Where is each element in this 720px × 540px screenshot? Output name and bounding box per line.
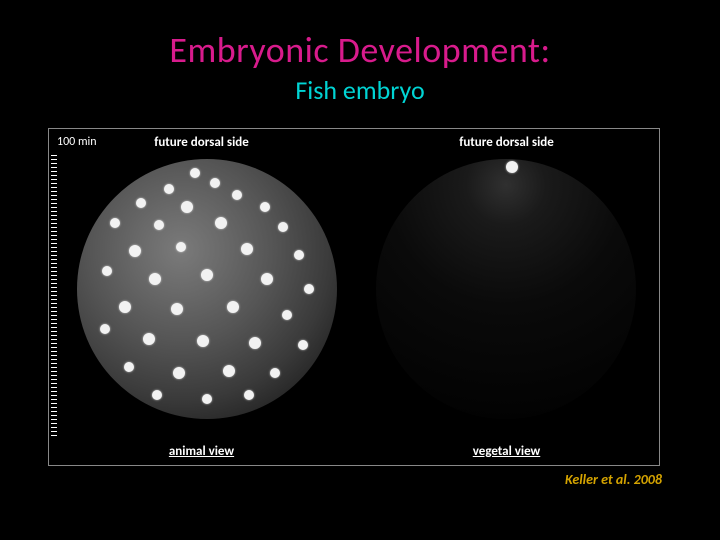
cell-nucleus bbox=[304, 284, 314, 294]
cell-nucleus bbox=[506, 161, 518, 173]
cell-nucleus bbox=[136, 198, 146, 208]
cell-nucleus bbox=[110, 218, 120, 228]
cell-nucleus bbox=[232, 190, 242, 200]
cell-nucleus bbox=[171, 303, 183, 315]
cell-nucleus bbox=[223, 365, 235, 377]
right-top-label: future dorsal side bbox=[354, 135, 659, 150]
cell-nucleus bbox=[294, 250, 304, 260]
cell-nucleus bbox=[129, 245, 141, 257]
cell-nucleus bbox=[241, 243, 253, 255]
slide-root: Embryonic Development: Fish embryo 100 m… bbox=[0, 0, 720, 540]
left-bottom-label: animal view bbox=[49, 444, 354, 459]
cell-nucleus bbox=[164, 184, 174, 194]
cell-nucleus bbox=[210, 178, 220, 188]
cell-nucleus bbox=[244, 390, 254, 400]
cell-nucleus bbox=[181, 201, 193, 213]
panel-right: future dorsal side vegetal view bbox=[354, 129, 659, 465]
cell-nucleus bbox=[298, 340, 308, 350]
cell-nucleus bbox=[176, 242, 186, 252]
slide-title: Embryonic Development: bbox=[0, 28, 720, 72]
cell-nucleus bbox=[282, 310, 292, 320]
cell-nucleus bbox=[173, 367, 185, 379]
cell-nucleus bbox=[215, 217, 227, 229]
left-top-label: future dorsal side bbox=[49, 135, 354, 150]
cell-nucleus bbox=[100, 324, 110, 334]
cell-nucleus bbox=[202, 394, 212, 404]
right-bottom-label: vegetal view bbox=[354, 444, 659, 459]
cell-nucleus bbox=[124, 362, 134, 372]
cell-nucleus bbox=[249, 337, 261, 349]
cell-nucleus bbox=[278, 222, 288, 232]
cell-nucleus bbox=[102, 266, 112, 276]
panel-left: future dorsal side animal view bbox=[49, 129, 354, 465]
cell-nucleus bbox=[152, 390, 162, 400]
cell-nucleus bbox=[201, 269, 213, 281]
cell-nucleus bbox=[190, 168, 200, 178]
cell-nucleus bbox=[197, 335, 209, 347]
citation-text: Keller et al. 2008 bbox=[565, 471, 662, 488]
title-area: Embryonic Development: Fish embryo bbox=[0, 0, 720, 106]
cell-nucleus bbox=[154, 220, 164, 230]
cell-nucleus bbox=[270, 368, 280, 378]
figure-container: 100 min future dorsal side animal view f… bbox=[48, 128, 660, 466]
slide-subtitle: Fish embryo bbox=[0, 74, 720, 106]
cell-nucleus bbox=[261, 273, 273, 285]
embryo-animal-view bbox=[77, 159, 337, 419]
cell-nucleus bbox=[149, 273, 161, 285]
embryo-vegetal-view bbox=[376, 159, 636, 419]
cell-nucleus bbox=[143, 333, 155, 345]
cell-nucleus bbox=[227, 301, 239, 313]
cell-nucleus bbox=[260, 202, 270, 212]
cell-nucleus bbox=[119, 301, 131, 313]
